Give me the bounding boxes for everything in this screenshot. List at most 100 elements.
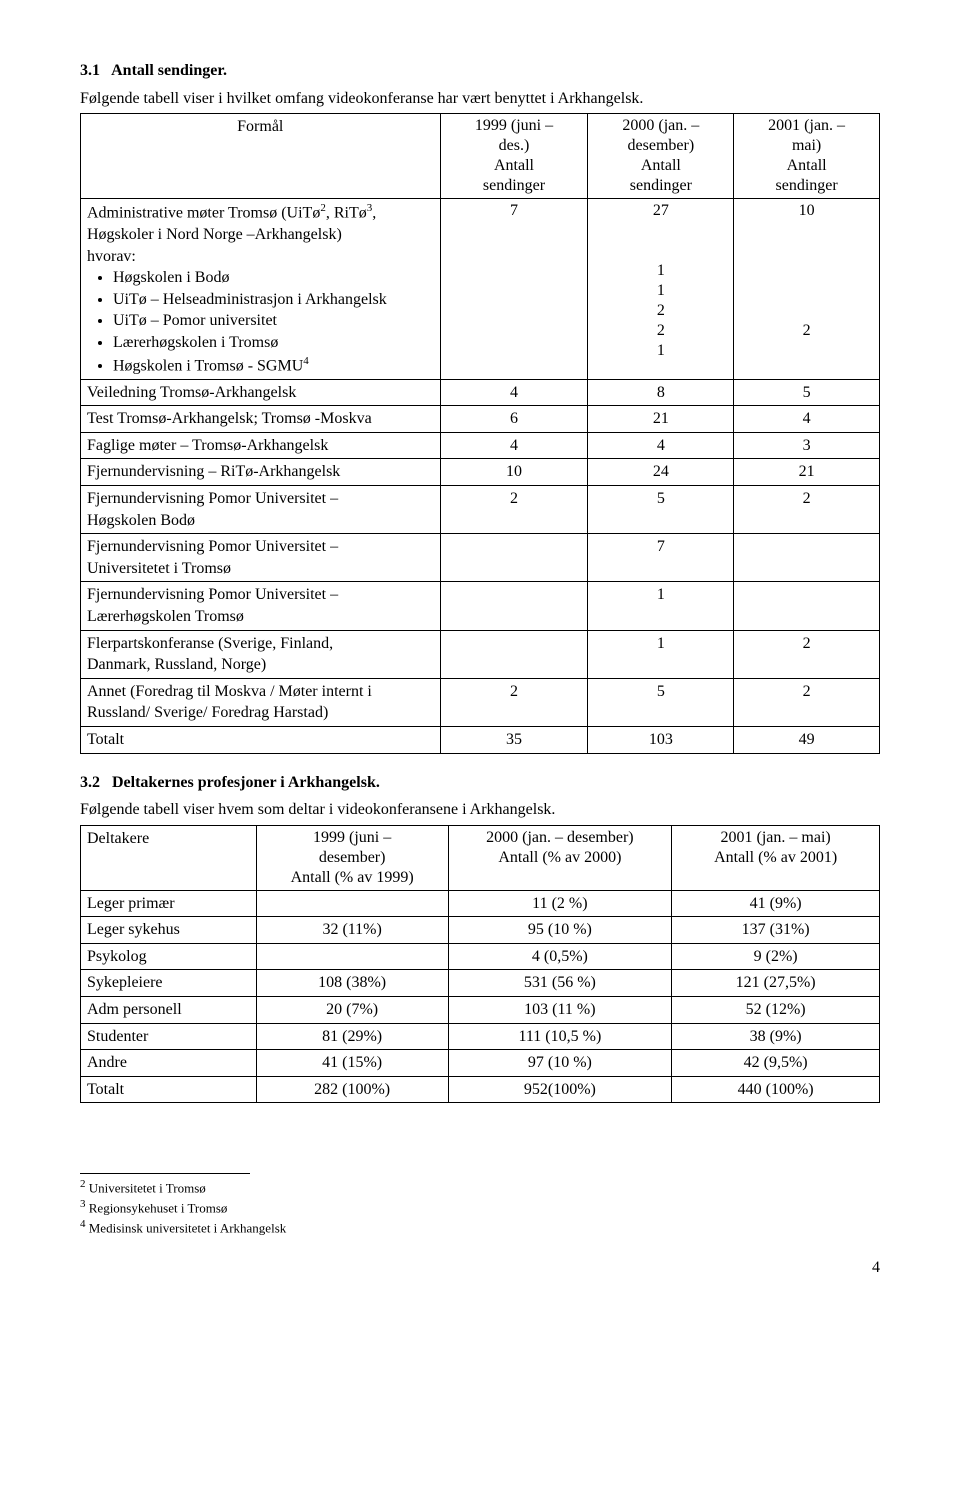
cell-value: 49 <box>734 726 880 753</box>
cell-value: 2 <box>734 630 880 678</box>
cell-label: Fjernundervisning – RiTø-Arkhangelsk <box>81 459 441 486</box>
table-header-row: Deltakere 1999 (juni – desember) Antall … <box>81 825 880 890</box>
cell-value: 81 (29%) <box>256 1023 448 1050</box>
cell-value: 4 <box>588 432 734 459</box>
cell-value: 38 (9%) <box>672 1023 880 1050</box>
text: Flerpartskonferanse (Sverige, Finland, <box>87 635 333 652</box>
cell-label: Flerpartskonferanse (Sverige, Finland, D… <box>81 630 441 678</box>
cell-value: 5 <box>588 678 734 726</box>
cell-label: Sykepleiere <box>81 970 257 997</box>
th-2001: 2001 (jan. – mai) Antall sendinger <box>734 114 880 199</box>
footnotes: 2 Universitetet i Tromsø 3 Regionsykehus… <box>80 1173 880 1237</box>
cell-value: 5 <box>734 379 880 406</box>
text: Russland/ Sverige/ Foredrag Harstad) <box>87 704 328 721</box>
cell-value: 1 <box>588 582 734 630</box>
section2-intro: Følgende tabell viser hvem som deltar i … <box>80 799 880 821</box>
list-item: Høgskolen i Tromsø - SGMU4 <box>113 354 434 377</box>
cell-value: 2 <box>440 485 588 533</box>
cell-value: 9 (2%) <box>672 943 880 970</box>
section-heading-3-1: 3.1 Antall sendinger. <box>80 60 880 82</box>
cell-value: 4 (0,5%) <box>448 943 672 970</box>
footnote: 2 Universitetet i Tromsø <box>80 1177 880 1197</box>
text: Universitetet i Tromsø <box>87 560 231 577</box>
cell-value: 137 (31%) <box>672 917 880 944</box>
th-text: 1999 (juni – <box>475 117 553 134</box>
text: Annet (Foredrag til Moskva / Møter inter… <box>87 683 372 700</box>
cell-label: Test Tromsø-Arkhangelsk; Tromsø -Moskva <box>81 406 441 433</box>
value: 1 <box>657 342 665 359</box>
cell-value: 21 <box>588 406 734 433</box>
th-text: Antall (% av 1999) <box>291 869 414 886</box>
table-row: Leger primær 11 (2 %) 41 (9%) <box>81 890 880 917</box>
cell-value: 27 1 1 2 2 1 <box>588 199 734 379</box>
cell-label: Studenter <box>81 1023 257 1050</box>
cell-value: 952(100%) <box>448 1076 672 1103</box>
table-row: Faglige møter – Tromsø-Arkhangelsk 4 4 3 <box>81 432 880 459</box>
cell-value: 52 (12%) <box>672 997 880 1024</box>
value: 2 <box>803 322 811 339</box>
cell-value: 7 <box>588 534 734 582</box>
table-row: Leger sykehus 32 (11%) 95 (10 %) 137 (31… <box>81 917 880 944</box>
cell-value: 103 (11 %) <box>448 997 672 1024</box>
list-item: Lærerhøgskolen i Tromsø <box>113 332 434 354</box>
th-text: des.) <box>499 137 530 154</box>
value: 1 <box>657 262 665 279</box>
cell-value <box>734 534 880 582</box>
value: 7 <box>510 202 518 219</box>
section-num: 3.2 <box>80 774 100 791</box>
cell-value <box>440 534 588 582</box>
text: Høgskoler i Nord Norge –Arkhangelsk) <box>87 226 342 243</box>
footnote-num: 4 <box>80 1218 86 1230</box>
cell-value: 2 <box>734 485 880 533</box>
text: Danmark, Russland, Norge) <box>87 656 266 673</box>
section-title: Antall sendinger. <box>111 62 227 79</box>
th-2001: 2001 (jan. – mai) Antall (% av 2001) <box>672 825 880 890</box>
cell-label: Adm personell <box>81 997 257 1024</box>
cell-value: 42 (9,5%) <box>672 1050 880 1077</box>
th-text: Antall <box>494 157 534 174</box>
cell-label: Totalt <box>81 1076 257 1103</box>
text: Lærerhøgskolen Tromsø <box>87 608 244 625</box>
th-text: Antall (% av 2001) <box>714 849 837 866</box>
table-deltakere: Deltakere 1999 (juni – desember) Antall … <box>80 825 880 1104</box>
cell-value: 5 <box>588 485 734 533</box>
cell-label: Administrative møter Tromsø (UiTø2, RiTø… <box>81 199 441 379</box>
cell-value: 4 <box>440 379 588 406</box>
cell-label: Fjernundervisning Pomor Universitet – Hø… <box>81 485 441 533</box>
list-item: UiTø – Helseadministrasjon i Arkhangelsk <box>113 289 434 311</box>
cell-value: 11 (2 %) <box>448 890 672 917</box>
value: 2 <box>657 322 665 339</box>
cell-value: 1 <box>588 630 734 678</box>
cell-label: Fjernundervisning Pomor Universitet – Un… <box>81 534 441 582</box>
cell-value <box>440 582 588 630</box>
table-row: Sykepleiere 108 (38%) 531 (56 %) 121 (27… <box>81 970 880 997</box>
table-row: Annet (Foredrag til Moskva / Møter inter… <box>81 678 880 726</box>
cell-label: Faglige møter – Tromsø-Arkhangelsk <box>81 432 441 459</box>
text: Fjernundervisning Pomor Universitet – <box>87 538 338 555</box>
cell-label: Psykolog <box>81 943 257 970</box>
cell-value: 10 <box>440 459 588 486</box>
cell-value <box>256 943 448 970</box>
footnote-text: Universitetet i Tromsø <box>89 1181 206 1196</box>
cell-label: Leger sykehus <box>81 917 257 944</box>
th-text: mai) <box>792 137 821 154</box>
table-row: Andre 41 (15%) 97 (10 %) 42 (9,5%) <box>81 1050 880 1077</box>
cell-label: Totalt <box>81 726 441 753</box>
table-row-total: Totalt 282 (100%) 952(100%) 440 (100%) <box>81 1076 880 1103</box>
table-antall-sendinger: Formål 1999 (juni – des.) Antall sending… <box>80 113 880 753</box>
table-row: Fjernundervisning – RiTø-Arkhangelsk 10 … <box>81 459 880 486</box>
th-text: desember) <box>319 849 386 866</box>
section-heading-3-2: 3.2 Deltakernes profesjoner i Arkhangels… <box>80 772 880 794</box>
cell-value: 35 <box>440 726 588 753</box>
th-text: Antall (% av 2000) <box>498 849 621 866</box>
cell-value: 41 (9%) <box>672 890 880 917</box>
th-deltakere: Deltakere <box>81 825 257 890</box>
th-text: sendinger <box>630 177 692 194</box>
cell-value: 4 <box>734 406 880 433</box>
cell-value: 41 (15%) <box>256 1050 448 1077</box>
section-title: Deltakernes profesjoner i Arkhangelsk. <box>112 774 380 791</box>
text: hvorav: <box>87 248 136 265</box>
bullet-list: Høgskolen i Bodø UiTø – Helseadministras… <box>87 267 434 376</box>
table-row: Psykolog 4 (0,5%) 9 (2%) <box>81 943 880 970</box>
cell-value <box>256 890 448 917</box>
